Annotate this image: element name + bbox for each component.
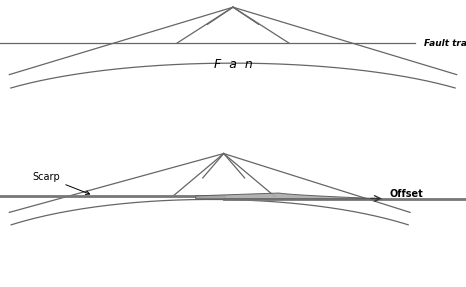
Text: Scarp: Scarp <box>33 172 89 194</box>
Text: F  a  n: F a n <box>213 58 253 71</box>
Text: Offset: Offset <box>389 189 423 199</box>
Text: Fault trace: Fault trace <box>424 38 466 48</box>
Polygon shape <box>196 193 382 199</box>
